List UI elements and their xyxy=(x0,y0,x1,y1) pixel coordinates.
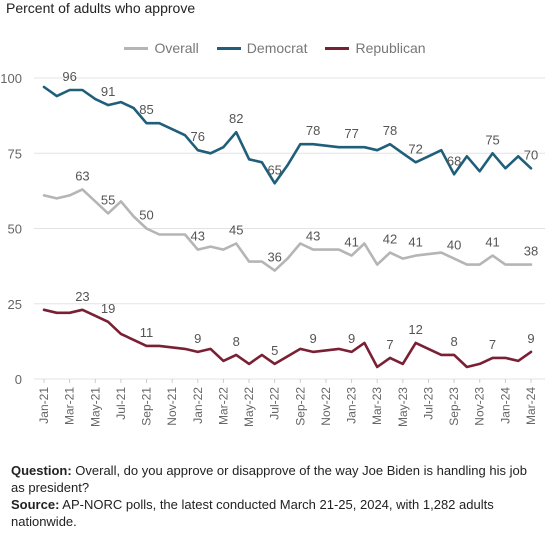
chart-footer: Question: Overall, do you approve or dis… xyxy=(11,462,541,530)
data-label-overall-Sep-21: 50 xyxy=(139,208,153,223)
data-label-overall-Oct-22: 43 xyxy=(306,229,320,244)
data-label-overall-Jul-22: 36 xyxy=(267,250,281,265)
question-text: Overall, do you approve or disapprove of… xyxy=(11,463,527,495)
x-tick-label-Mar-21: Mar-21 xyxy=(63,387,77,425)
data-label-republican-Apr-21: 23 xyxy=(75,289,89,304)
chart-legend: Overall Democrat Republican xyxy=(0,40,550,56)
y-tick-label-100: 100 xyxy=(0,71,22,86)
data-label-democrat-Mar-24: 70 xyxy=(524,147,538,162)
data-label-republican-Sep-21: 11 xyxy=(140,325,154,340)
x-tick-label-May-21: May-21 xyxy=(88,387,102,427)
x-tick-label-Mar-23: Mar-23 xyxy=(370,387,384,425)
y-tick-label-0: 0 xyxy=(15,372,22,387)
data-label-democrat-Apr-22: 82 xyxy=(229,111,243,126)
legend-swatch-overall xyxy=(124,46,149,50)
legend-label-overall: Overall xyxy=(154,40,199,56)
x-tick-label-Nov-21: Nov-21 xyxy=(165,387,179,426)
data-label-republican-Jan-22: 9 xyxy=(194,331,201,346)
legend-swatch-republican xyxy=(325,46,350,50)
x-tick-label-Jul-21: Jul-21 xyxy=(114,387,128,420)
x-tick-label-May-22: May-22 xyxy=(242,387,256,427)
data-label-republican-Jul-22: 5 xyxy=(271,343,278,358)
x-tick-label-Mar-24: Mar-24 xyxy=(524,387,538,425)
data-label-democrat-Sep-21: 85 xyxy=(139,102,153,117)
x-tick-label-Jan-23: Jan-23 xyxy=(345,387,359,424)
data-label-democrat-Dec-23: 75 xyxy=(485,132,499,147)
data-label-republican-Jun-23: 12 xyxy=(408,322,422,337)
x-tick-label-Jul-22: Jul-22 xyxy=(268,387,282,420)
legend-label-democrat: Democrat xyxy=(246,40,308,56)
data-label-democrat-Sep-23: 68 xyxy=(447,153,461,168)
legend-item-democrat: Democrat xyxy=(216,40,308,56)
x-tick-label-Jan-21: Jan-21 xyxy=(37,387,51,424)
x-tick-label-Jan-22: Jan-22 xyxy=(191,387,205,424)
data-label-overall-Sep-23: 40 xyxy=(447,238,461,253)
data-label-democrat-Apr-23: 78 xyxy=(383,123,397,138)
x-tick-label-Jul-23: Jul-23 xyxy=(421,387,435,420)
data-label-democrat-Oct-22: 78 xyxy=(306,123,320,138)
legend-item-republican: Republican xyxy=(325,40,426,56)
data-label-overall-Dec-23: 41 xyxy=(485,235,499,250)
x-tick-label-Sep-22: Sep-22 xyxy=(293,387,307,426)
question-note: Question: Overall, do you approve or dis… xyxy=(11,462,541,496)
source-text: AP-NORC polls, the latest conducted Marc… xyxy=(11,497,494,529)
legend-swatch-democrat xyxy=(216,46,241,50)
data-label-democrat-Jun-21: 91 xyxy=(101,84,115,99)
data-label-democrat-Jan-22: 76 xyxy=(191,129,205,144)
y-tick-label-25: 25 xyxy=(8,297,22,312)
data-label-democrat-Mar-21: 96 xyxy=(62,69,76,84)
x-tick-label-Sep-23: Sep-23 xyxy=(447,387,461,426)
data-label-democrat-Jul-22: 65 xyxy=(267,162,281,177)
source-note: Source: AP-NORC polls, the latest conduc… xyxy=(11,496,541,530)
data-label-republican-Mar-24: 9 xyxy=(527,331,534,346)
data-label-republican-Apr-23: 7 xyxy=(386,337,393,352)
chart-subtitle: Percent of adults who approve xyxy=(6,0,196,16)
question-label: Question: xyxy=(11,463,72,478)
data-label-republican-Dec-23: 7 xyxy=(489,337,496,352)
x-tick-label-Nov-23: Nov-23 xyxy=(473,387,487,426)
data-label-overall-Apr-22: 45 xyxy=(229,223,243,238)
series-line-overall xyxy=(42,188,533,272)
data-label-republican-Apr-22: 8 xyxy=(233,334,240,349)
data-label-republican-Jun-21: 19 xyxy=(101,301,115,316)
x-tick-label-Jan-24: Jan-24 xyxy=(498,387,512,424)
y-tick-label-75: 75 xyxy=(8,146,22,161)
data-label-overall-Jan-22: 43 xyxy=(191,229,205,244)
data-label-overall-Jan-23: 41 xyxy=(344,235,358,250)
data-label-overall-Apr-23: 42 xyxy=(383,232,397,247)
legend-item-overall: Overall xyxy=(124,40,199,56)
series-line-democrat xyxy=(42,85,533,185)
x-tick-label-Mar-22: Mar-22 xyxy=(216,387,230,425)
y-tick-label-50: 50 xyxy=(8,222,22,237)
series-line-republican xyxy=(42,308,533,369)
data-label-republican-Sep-23: 8 xyxy=(450,334,457,349)
x-tick-label-May-23: May-23 xyxy=(396,387,410,427)
data-label-overall-Apr-21: 63 xyxy=(75,168,89,183)
data-label-democrat-Jan-23: 77 xyxy=(344,126,358,141)
source-label: Source: xyxy=(11,497,60,512)
data-label-democrat-Jun-23: 72 xyxy=(408,141,422,156)
x-tick-label-Sep-21: Sep-21 xyxy=(140,387,154,426)
data-label-overall-Mar-24: 38 xyxy=(524,244,538,259)
data-label-overall-Jun-21: 55 xyxy=(101,192,115,207)
data-label-republican-Oct-22: 9 xyxy=(310,331,317,346)
data-label-republican-Jan-23: 9 xyxy=(348,331,355,346)
data-label-overall-Jun-23: 41 xyxy=(408,235,422,250)
x-tick-label-Nov-22: Nov-22 xyxy=(319,387,333,426)
legend-label-republican: Republican xyxy=(355,40,426,56)
